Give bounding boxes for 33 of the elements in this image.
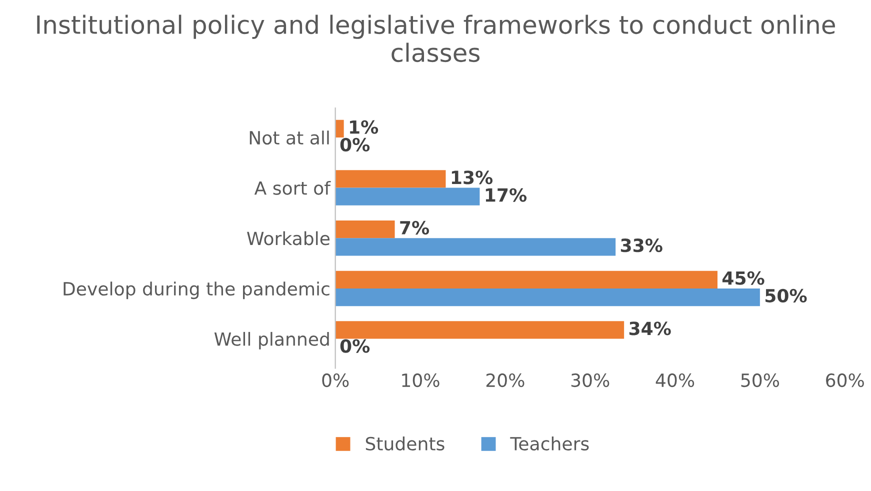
data-label: 0%	[340, 138, 370, 152]
data-label: 0%	[340, 339, 370, 353]
x-tick-label: 60%	[826, 373, 864, 388]
y-tick-label: Workable	[247, 231, 330, 246]
legend-label: Students	[366, 436, 444, 451]
bar	[335, 288, 760, 306]
bar	[335, 270, 718, 288]
bar	[335, 220, 395, 238]
data-label: 34%	[629, 322, 671, 336]
chart-title: Institutional policy and legislative frameworks to conduct online classes	[37, 14, 835, 62]
data-label: 50%	[766, 288, 807, 303]
legend-label: Teachers	[510, 436, 589, 451]
x-tick-label: 10%	[402, 373, 440, 388]
x-tick-label: 30%	[571, 373, 610, 388]
y-tick-label: Develop during the pandemic	[64, 282, 330, 300]
data-label: 45%	[722, 271, 764, 285]
x-tick-label: 20%	[486, 373, 524, 388]
data-label: 17%	[486, 188, 527, 202]
x-tick-label: 0%	[322, 373, 349, 388]
y-tick-label: A sort of	[254, 180, 331, 195]
data-label: 7%	[400, 220, 430, 235]
bar	[335, 170, 446, 188]
x-tick-label: 40%	[656, 373, 694, 388]
y-tick-label: Well planned	[214, 332, 329, 350]
bar	[335, 120, 344, 138]
bar	[335, 188, 480, 206]
data-label: 13%	[452, 170, 493, 184]
data-label: 1%	[350, 120, 378, 134]
bar	[335, 321, 624, 339]
data-label: 33%	[620, 238, 662, 252]
bar	[335, 238, 616, 256]
y-tick-label: Not at all	[250, 130, 329, 145]
x-tick-label: 50%	[741, 373, 780, 388]
